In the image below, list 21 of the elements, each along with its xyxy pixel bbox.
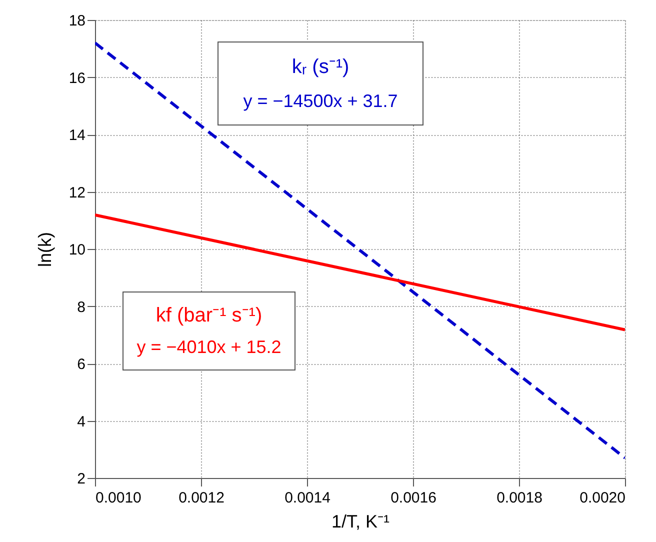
text: kᵣ (s⁻¹) [292, 56, 350, 78]
y-tick-label: 10 [68, 242, 86, 258]
x-tick-label: 0.0018 [496, 490, 542, 506]
annotation: y = −4010x + 15.2 [136, 337, 282, 358]
y-tick-label: 2 [77, 470, 86, 488]
y-tick-label: 4 [77, 413, 86, 430]
y-tick-label: 14 [68, 127, 86, 144]
text: kf (bar⁻¹ s⁻¹) [156, 304, 262, 326]
x-tick-label: 0.0012 [178, 490, 224, 506]
y-tick-label: 12 [68, 184, 86, 202]
y-tick-label: 18 [68, 12, 86, 30]
y-axis-title: ln(k) [34, 232, 55, 267]
x-tick-label: 0.0016 [390, 490, 436, 506]
y-tick-label: 6 [77, 356, 86, 373]
x-tick-label: 0.0010 [96, 490, 142, 506]
y-tick-label: 16 [68, 70, 86, 87]
x-axis-title: 1/T, K⁻¹ [331, 512, 390, 532]
annotation: y = −14500x + 31.7 [243, 90, 398, 111]
x-tick-label: 0.0014 [284, 490, 330, 506]
x-tick-label: 0.0020 [580, 490, 626, 506]
y-tick-label: 8 [77, 298, 86, 316]
